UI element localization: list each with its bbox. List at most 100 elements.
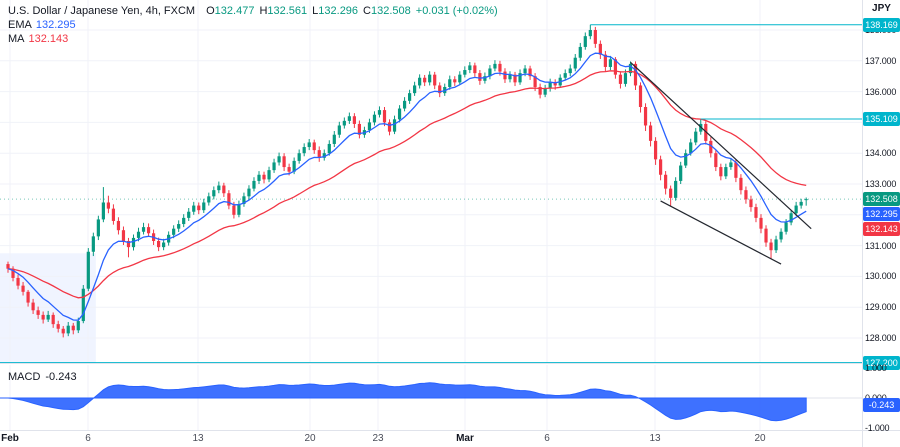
candle bbox=[131, 237, 136, 248]
candle bbox=[392, 119, 397, 132]
candle bbox=[287, 167, 291, 172]
price-pane[interactable] bbox=[0, 0, 862, 363]
candle bbox=[794, 205, 798, 214]
macd-value: -0.243 bbox=[45, 371, 77, 383]
time-axis[interactable]: Feb 6 13 20 23 Mar 6 13 20 bbox=[0, 431, 862, 447]
ema-line[interactable] bbox=[7, 52, 807, 321]
ma-legend-row[interactable]: MA 132.143 bbox=[8, 32, 498, 46]
ema-value: 132.295 bbox=[35, 19, 76, 31]
candle bbox=[779, 231, 783, 240]
candle bbox=[694, 131, 698, 143]
candle bbox=[347, 116, 351, 121]
candle bbox=[613, 59, 618, 75]
candle bbox=[714, 153, 718, 168]
candle bbox=[267, 170, 271, 180]
candle bbox=[16, 277, 20, 286]
candle bbox=[804, 199, 808, 201]
candle bbox=[252, 180, 256, 189]
candle bbox=[458, 74, 462, 83]
candle bbox=[101, 202, 105, 220]
candle bbox=[242, 196, 246, 205]
macd-pane[interactable] bbox=[0, 365, 862, 430]
candle bbox=[217, 185, 221, 191]
candle bbox=[46, 314, 50, 320]
candle bbox=[297, 153, 301, 161]
candle bbox=[382, 110, 387, 123]
candle bbox=[473, 65, 477, 74]
candle bbox=[177, 224, 181, 229]
ema-legend-row[interactable]: EMA 132.295 bbox=[8, 18, 498, 32]
candle bbox=[302, 147, 306, 154]
candle bbox=[453, 79, 457, 83]
close-label: C bbox=[363, 5, 371, 17]
candle bbox=[679, 165, 683, 181]
candle bbox=[272, 162, 276, 171]
open-value: 132.477 bbox=[214, 5, 255, 17]
candle bbox=[222, 185, 226, 194]
ma-line[interactable] bbox=[7, 70, 807, 299]
low-value: 132.296 bbox=[318, 5, 359, 17]
candle bbox=[563, 73, 567, 78]
candle bbox=[749, 199, 753, 208]
candle bbox=[307, 142, 311, 148]
candle bbox=[247, 188, 251, 197]
candle bbox=[61, 328, 65, 334]
price-badge: 132.508 bbox=[863, 192, 900, 207]
candle bbox=[197, 205, 201, 211]
macd-legend[interactable]: MACD -0.243 bbox=[8, 371, 77, 383]
candle bbox=[212, 190, 216, 197]
candle bbox=[182, 217, 186, 225]
candle bbox=[669, 188, 673, 198]
candle bbox=[413, 85, 417, 94]
close-value: 132.508 bbox=[371, 5, 411, 17]
candle bbox=[583, 36, 587, 47]
pane-divider[interactable] bbox=[0, 363, 900, 364]
candle bbox=[478, 73, 482, 81]
symbol-legend-row[interactable]: U.S. Dollar / Japanese Yen, 4h, FXCM O132… bbox=[8, 4, 498, 18]
candle bbox=[232, 205, 236, 215]
candle bbox=[36, 310, 40, 315]
candle bbox=[618, 74, 623, 84]
candle bbox=[327, 143, 331, 154]
trendline[interactable] bbox=[660, 200, 782, 265]
candle bbox=[633, 63, 638, 86]
ma-label: MA bbox=[8, 33, 25, 45]
price-badge: 127.200 bbox=[863, 355, 900, 370]
candle bbox=[352, 116, 356, 124]
candle bbox=[322, 153, 326, 158]
candle bbox=[31, 302, 35, 311]
chart-legend: U.S. Dollar / Japanese Yen, 4h, FXCM O132… bbox=[8, 4, 498, 46]
macd-value-badge: -0.243 bbox=[863, 398, 900, 413]
trendline[interactable] bbox=[630, 61, 812, 230]
candle bbox=[71, 325, 75, 331]
candle bbox=[553, 82, 557, 86]
candle bbox=[282, 156, 286, 168]
symbol-title[interactable]: U.S. Dollar / Japanese Yen, 4h, FXCM bbox=[8, 5, 196, 17]
candle bbox=[488, 68, 492, 77]
price-badge: 135.109 bbox=[863, 112, 900, 127]
candle bbox=[367, 122, 372, 131]
time-axis-divider bbox=[0, 430, 900, 431]
price-tick-label: 129.000 bbox=[865, 302, 897, 313]
candle bbox=[608, 59, 612, 67]
candle bbox=[533, 76, 537, 87]
candle bbox=[157, 240, 161, 248]
candle bbox=[664, 174, 668, 189]
candle bbox=[578, 46, 582, 58]
candle bbox=[207, 196, 211, 203]
ma-value: 132.143 bbox=[28, 33, 69, 45]
candle bbox=[277, 156, 281, 163]
candle bbox=[81, 288, 85, 322]
time-axis-label: 20 bbox=[304, 433, 316, 444]
candle bbox=[493, 63, 497, 69]
candle bbox=[372, 114, 377, 123]
highlight-region[interactable] bbox=[0, 253, 96, 363]
candle bbox=[513, 74, 517, 83]
candle bbox=[764, 228, 768, 243]
currency-label[interactable]: JPY bbox=[872, 3, 891, 14]
candle bbox=[734, 162, 738, 178]
candle bbox=[91, 236, 95, 252]
price-axis[interactable]: JPY 138.000137.000136.000134.000133.0001… bbox=[862, 0, 900, 447]
candle bbox=[433, 74, 437, 86]
